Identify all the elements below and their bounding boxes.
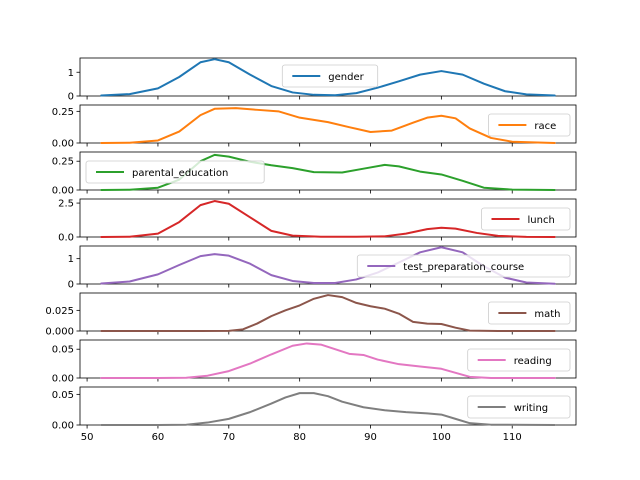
series-line-writing	[100, 392, 556, 426]
series-line-lunch	[100, 200, 556, 238]
legend-box	[85, 160, 265, 184]
y-tick-label: 0.0	[58, 233, 74, 244]
subplot-frame	[79, 339, 577, 379]
legend-box	[467, 395, 571, 419]
y-tick-label: 0.00	[52, 139, 74, 150]
x-tick-label: 100	[432, 432, 451, 443]
y-tick-label: 0.25	[52, 157, 74, 168]
subplot-frame	[79, 245, 577, 285]
series-line-race	[100, 107, 556, 144]
subplot-gender: 0 1 gender	[68, 57, 577, 103]
legend-parental_education: parental_education	[85, 160, 265, 184]
x-tick-label: 60	[152, 432, 165, 443]
subplot-frame	[79, 292, 577, 332]
y-tick-label: 0.00	[52, 421, 74, 432]
legend-race: race	[487, 113, 571, 137]
legend-label: writing	[514, 403, 548, 414]
y-tick-label: 0.25	[52, 107, 74, 118]
y-tick-label: 1	[68, 254, 74, 265]
legend-lunch: lunch	[481, 207, 571, 231]
legend-math: math	[487, 301, 571, 325]
legend-label: test_preparation_course	[403, 262, 524, 273]
subplot-race: 0.00 0.25 race	[52, 104, 577, 150]
series-line-gender	[100, 58, 556, 97]
legend-box	[487, 301, 571, 325]
legend-test_preparation_course: test_preparation_course	[356, 254, 571, 278]
y-tick-label: 0.000	[45, 327, 74, 338]
legend-label: race	[534, 121, 556, 132]
legend-label: lunch	[528, 215, 555, 226]
x-tick-label: 50	[81, 432, 94, 443]
y-tick-label: 0.00	[52, 374, 74, 385]
subplot-parental_education: 0.00 0.25 parental_education	[52, 151, 577, 197]
legend-label: gender	[328, 72, 364, 83]
subplot-writing: 50 60 70 80 90 100 110 0.00 0.05 writing	[52, 386, 577, 443]
y-tick-label: 1	[68, 68, 74, 79]
x-tick-label: 90	[364, 432, 377, 443]
subplot-test_preparation_course: 0 1 test_preparation_course	[68, 245, 577, 291]
x-tick-label: 70	[222, 432, 235, 443]
y-tick-label: 0.025	[45, 306, 74, 317]
legend-box	[487, 113, 571, 137]
legend-box	[281, 64, 379, 88]
series-line-math	[100, 294, 556, 332]
subplot-frame	[79, 151, 577, 191]
y-tick-label: 0	[68, 92, 74, 103]
subplot-frame	[79, 104, 577, 144]
legend-box	[481, 207, 571, 231]
x-tick-label: 80	[293, 432, 306, 443]
legend-box	[356, 254, 571, 278]
subplot-lunch: 0.0 2.5 lunch	[58, 199, 577, 244]
series-line-reading	[100, 342, 556, 379]
legend-label: math	[534, 309, 560, 320]
legend-writing: writing	[467, 395, 571, 419]
legend-gender: gender	[281, 64, 379, 88]
legend-label: reading	[514, 356, 552, 367]
x-tick-label: 110	[503, 432, 522, 443]
subplot-frame	[79, 386, 577, 426]
y-tick-label: 2.5	[58, 199, 74, 210]
subplot-reading: 0.00 0.05 reading	[52, 339, 577, 385]
legend-label: parental_education	[132, 168, 228, 179]
y-tick-label: 0	[68, 280, 74, 291]
legend-reading: reading	[467, 348, 571, 372]
y-tick-label: 0.00	[52, 186, 74, 197]
legend-box	[467, 348, 571, 372]
y-tick-label: 0.05	[52, 345, 74, 356]
y-tick-label: 0.05	[52, 390, 74, 401]
subplot-math: 0.000 0.025 math	[45, 292, 577, 338]
